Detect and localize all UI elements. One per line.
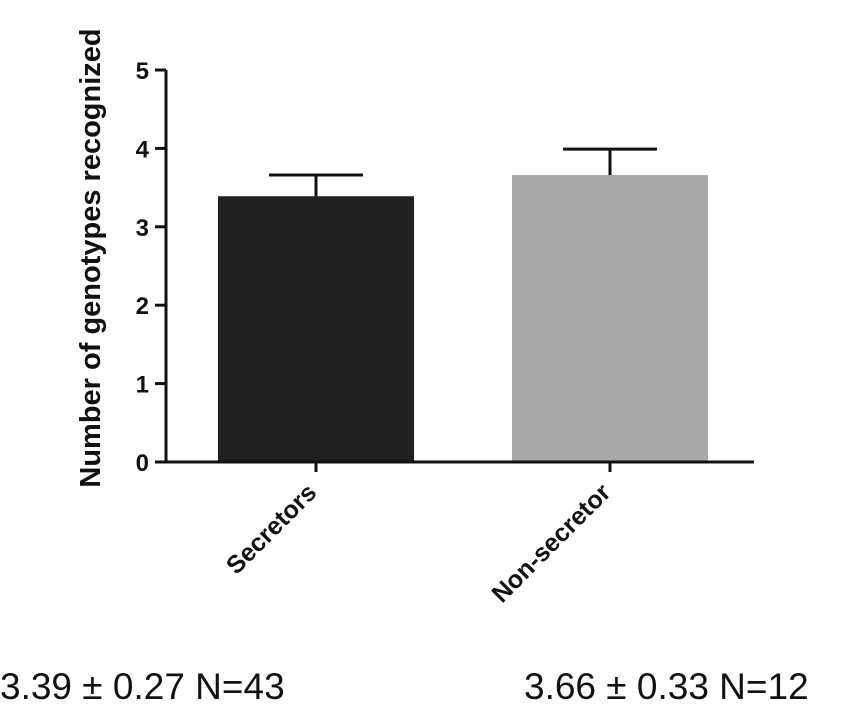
axes-layer — [164, 70, 754, 464]
y-tick-label-1: 1 — [136, 372, 149, 399]
bar-non-secretor — [512, 175, 708, 462]
bars-layer — [218, 175, 708, 462]
category-labels-layer: Secretors Non-secretor — [221, 478, 617, 608]
y-tick-label-0: 0 — [136, 450, 149, 477]
secretors-summary-stat: 3.39 ± 0.27 N=43 — [0, 666, 285, 707]
bar-chart: 0 1 2 3 4 5 Number of genotypes recognized Se… — [75, 28, 754, 608]
x-category-label-non-secretor: Non-secretor — [486, 478, 616, 608]
bar-secretors — [218, 196, 414, 462]
y-axis-title: Number of genotypes recognized — [75, 28, 107, 487]
x-category-label-secretors: Secretors — [221, 478, 322, 579]
y-tick-label-5: 5 — [136, 58, 149, 85]
y-tick-label-3: 3 — [136, 215, 149, 242]
non-secretor-summary-stat: 3.66 ± 0.33 N=12 — [524, 666, 809, 707]
error-bars-layer — [269, 147, 657, 197]
ticks-layer: 0 1 2 3 4 5 — [136, 58, 612, 477]
y-tick-label-2: 2 — [136, 293, 149, 320]
y-tick-label-4: 4 — [136, 136, 150, 163]
